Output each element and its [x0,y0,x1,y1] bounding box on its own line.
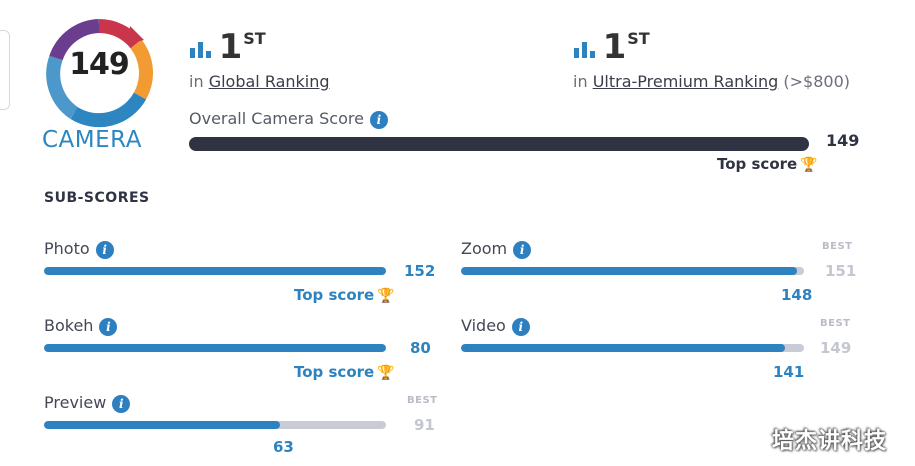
info-icon[interactable]: i [512,318,530,336]
photo-label: Photo i [44,239,114,259]
trophy-icon: 🏆 [800,157,817,173]
video-label-text: Video [461,316,506,335]
video-score: 141 [773,363,804,381]
video-best-label: BEST [820,318,850,329]
overall-score-value: 149 [826,131,859,150]
camera-label: CAMERA [42,127,142,153]
photo-bar-fill [44,267,386,275]
info-icon[interactable]: i [112,395,130,413]
bar-chart-icon [573,40,597,58]
camera-score-value: 149 [58,47,140,82]
global-rank-suffix: ST [243,29,265,48]
overall-score-label: Overall Camera Score i [189,109,388,129]
info-icon[interactable]: i [370,111,388,129]
zoom-best-score: 151 [825,262,856,280]
video-label: Video i [461,316,530,336]
preview-best-label: BEST [407,395,437,406]
video-bar-fill [461,344,785,352]
global-rank-caption: in Global Ranking [189,72,330,91]
ultra-premium-ranking-link[interactable]: Ultra-Premium Ranking [593,72,779,91]
watermark-text: 培杰讲科技 [772,423,887,455]
bokeh-bar [44,344,386,352]
info-icon[interactable]: i [99,318,117,336]
subscores-heading: SUB-SCORES [44,190,150,206]
overall-score-bar [189,137,809,151]
ultra-premium-rank-suffix: ST [627,29,649,48]
global-rank: 1 ST [189,30,266,64]
info-icon[interactable]: i [96,241,114,259]
info-icon[interactable]: i [513,241,531,259]
bokeh-label-text: Bokeh [44,316,93,335]
preview-bar [44,421,386,429]
bokeh-top-score: Top score 🏆 [294,363,395,381]
zoom-best-label: BEST [822,241,852,252]
preview-bar-fill [44,421,280,429]
bokeh-top-score-text: Top score [294,363,374,381]
video-bar [461,344,804,352]
photo-label-text: Photo [44,239,90,258]
global-rank-number: 1 [219,27,242,67]
overall-top-score-text: Top score [717,155,797,173]
photo-bar [44,267,386,275]
zoom-bar [461,267,804,275]
preview-label: Preview i [44,393,130,413]
ultra-premium-rank-prefix: in [573,72,588,91]
preview-best-score: 91 [414,416,435,434]
zoom-score: 148 [781,286,812,304]
ultra-premium-price-note: (>$800) [783,72,850,91]
global-ranking-link[interactable]: Global Ranking [209,72,330,91]
global-rank-prefix: in [189,72,204,91]
trophy-icon: 🏆 [377,288,394,304]
preview-score: 63 [273,438,294,456]
video-best-score: 149 [820,339,851,357]
photo-top-score: Top score 🏆 [294,286,395,304]
photo-top-score-text: Top score [294,286,374,304]
photo-score: 152 [404,262,435,280]
bokeh-score: 80 [410,339,431,357]
ultra-premium-rank-caption: in Ultra-Premium Ranking (>$800) [573,72,850,91]
preview-label-text: Preview [44,393,106,412]
bokeh-label: Bokeh i [44,316,117,336]
bar-chart-icon [189,40,213,58]
overall-score-label-text: Overall Camera Score [189,109,364,128]
zoom-label-text: Zoom [461,239,507,258]
bokeh-bar-fill [44,344,386,352]
ultra-premium-rank-number: 1 [603,27,626,67]
left-panel-edge [0,30,10,110]
zoom-bar-fill [461,267,797,275]
zoom-label: Zoom i [461,239,531,259]
overall-top-score: Top score 🏆 [717,155,818,173]
ultra-premium-rank: 1 ST [573,30,650,64]
trophy-icon: 🏆 [377,365,394,381]
